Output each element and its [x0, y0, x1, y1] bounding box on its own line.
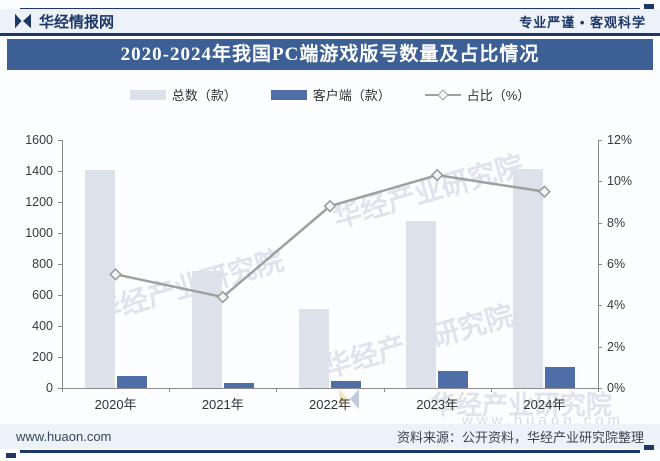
y-axis-left [62, 140, 63, 388]
y-axis-tick-label: 1400 [25, 164, 53, 178]
bar-client [438, 370, 469, 388]
bar-total [406, 221, 437, 388]
y2-axis-tick-label: 10% [607, 174, 633, 189]
footer-source: 资料来源：公开资料，华经产业研究院整理 [396, 430, 644, 445]
bottom-rule [6, 444, 654, 458]
y-axis-tick-label: 0 [46, 381, 53, 395]
ratio-line-swatch-icon [424, 88, 461, 101]
y-tick-left [58, 357, 62, 358]
header-bar: 华经情报网 专业严谨 • 客观科学 [0, 9, 660, 33]
footer-bar: www.huaon.com 资料来源：公开资料，华经产业研究院整理 [0, 424, 660, 449]
legend-item-client: 客户端（款） [270, 85, 391, 104]
y-tick-left [58, 140, 62, 141]
x-axis-label: 2023年 [416, 397, 459, 412]
ratio-marker [216, 290, 230, 304]
ratio-marker [109, 267, 122, 281]
x-tick [276, 388, 278, 392]
footer-site-url: www.huaon.com [16, 429, 112, 444]
brand-logo-icon [15, 13, 31, 29]
bar-total [299, 308, 329, 388]
y-tick-left [58, 388, 62, 389]
client-bar-swatch-icon [270, 89, 307, 100]
x-tick [169, 388, 171, 392]
y-axis-tick-label: 200 [32, 350, 53, 364]
ratio-marker [323, 199, 337, 213]
x-axis-label: 2020年 [94, 397, 137, 412]
ratio-marker [430, 168, 444, 182]
page-title: 2020-2024年我国PC端游戏版号数量及占比情况 [7, 39, 653, 70]
legend-item-total: 总数（款） [129, 85, 237, 104]
chart-legend: 总数（款） 客户端（款） 占比（%） [0, 85, 660, 104]
y-tick-right [598, 305, 602, 307]
y2-axis-tick-label: 2% [607, 339, 626, 354]
bar-client [331, 381, 361, 388]
bar-client [223, 382, 254, 388]
y-axis-tick-label: 1200 [25, 195, 53, 209]
ratio-polyline [115, 173, 545, 299]
y-tick-left [58, 295, 62, 296]
bar-total [513, 168, 544, 388]
total-bar-swatch-icon [129, 89, 166, 100]
ratio-marker [538, 185, 551, 199]
y-axis-tick-label: 400 [32, 319, 53, 333]
y-tick-right [598, 264, 602, 265]
brand: 华经情报网 [14, 11, 114, 32]
y-axis-tick-label: 800 [32, 257, 53, 271]
legend-label: 总数（款） [171, 88, 237, 103]
y-tick-left [58, 264, 62, 265]
y-axis-tick-label: 1600 [25, 133, 53, 147]
y-tick-left [58, 202, 62, 203]
y2-axis-tick-label: 6% [607, 257, 626, 271]
bar-total [84, 170, 115, 388]
rule-end-square [6, 452, 16, 458]
y-tick-left [58, 326, 62, 327]
x-tick [62, 388, 63, 392]
y2-axis-tick-label: 0% [607, 381, 626, 395]
brand-name: 华经情报网 [39, 13, 115, 31]
header-divider [0, 33, 660, 36]
legend-item-ratio: 占比（%） [424, 85, 531, 104]
x-axis-label: 2021年 [201, 397, 244, 412]
diamond-marker-icon [437, 88, 449, 101]
header-slogan: 专业严谨 • 客观科学 [519, 14, 646, 30]
combo-chart: 0 200 400 600 800 1000 1200 1400 1600 0% 2% 4% 6% 8% 1… [0, 118, 660, 418]
y-tick-right [598, 222, 602, 224]
y2-axis-tick-label: 8% [607, 215, 626, 230]
legend-label: 客户端（款） [312, 88, 391, 103]
y-tick-right [598, 388, 602, 389]
rule-end-square [644, 3, 654, 9]
y-tick-left [58, 171, 62, 172]
x-tick [598, 388, 599, 392]
y-axis-tick-label: 600 [32, 288, 53, 302]
y2-axis-tick-label: 12% [607, 133, 633, 147]
ratio-line [109, 168, 551, 304]
rule-line [20, 449, 640, 453]
bar-client [116, 376, 147, 388]
y-tick-right [598, 140, 602, 141]
y-tick-right [598, 181, 602, 183]
x-tick [490, 388, 492, 392]
bar-client [545, 367, 576, 388]
y-axis-tick-label: 1000 [25, 226, 53, 240]
x-axis [62, 388, 598, 389]
legend-label: 占比（%） [466, 88, 531, 103]
rule-end-square [644, 444, 654, 450]
x-tick [383, 388, 385, 392]
x-axis-label: 2024年 [523, 397, 566, 412]
y-tick-left [58, 233, 62, 234]
y-tick-right [598, 346, 602, 348]
y2-axis-tick-label: 4% [607, 298, 626, 313]
x-axis-label: 2022年 [309, 397, 351, 412]
